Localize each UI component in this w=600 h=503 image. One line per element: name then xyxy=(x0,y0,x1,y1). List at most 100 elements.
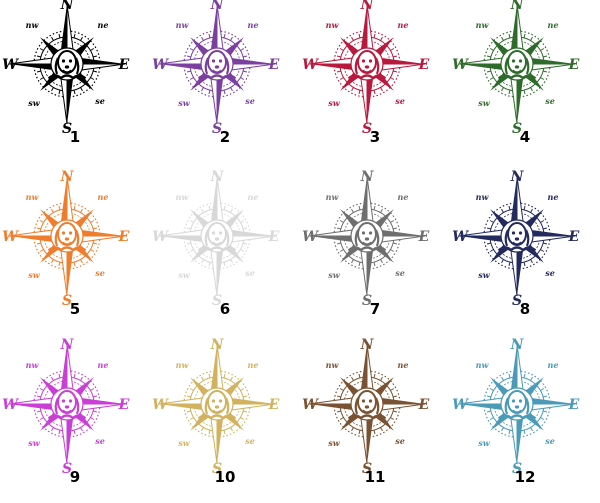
label-southwest: sw xyxy=(28,98,41,108)
label-southeast: se xyxy=(545,268,555,278)
compass-rose-icon: N S W Enw ne sw se xyxy=(152,169,280,309)
label-south: S xyxy=(212,461,222,477)
label-north: N xyxy=(60,337,75,353)
compass-rose-icon: N S W Enw ne sw se xyxy=(2,0,130,137)
label-south: S xyxy=(362,293,372,309)
label-east: E xyxy=(118,57,130,73)
compass-rose-icon: N S W Enw ne sw se xyxy=(152,0,280,137)
label-east: E xyxy=(568,397,580,413)
label-southeast: se xyxy=(395,436,405,446)
compass-rose-icon: N S W Enw ne sw se xyxy=(452,337,580,477)
label-northwest: nw xyxy=(176,192,190,202)
variant-number: 10 xyxy=(214,468,236,486)
variant-number: 1 xyxy=(69,128,81,146)
variant-number: 11 xyxy=(364,468,386,486)
label-northeast: ne xyxy=(248,360,259,370)
variant-number: 2 xyxy=(219,128,231,146)
label-south: S xyxy=(512,121,522,137)
label-west: W xyxy=(302,229,319,245)
compass-rose-icon: N S W Enw ne sw se xyxy=(302,169,430,309)
label-east: E xyxy=(118,397,130,413)
label-northwest: nw xyxy=(26,20,40,30)
label-south: S xyxy=(62,461,72,477)
compass-rose-icon: N S W Enw ne sw se xyxy=(452,169,580,309)
label-northeast: ne xyxy=(398,20,409,30)
variant-number: 9 xyxy=(69,468,81,486)
label-southeast: se xyxy=(95,96,105,106)
label-east: E xyxy=(418,57,430,73)
label-east: E xyxy=(268,57,280,73)
label-west: W xyxy=(302,57,319,73)
label-northwest: nw xyxy=(26,192,40,202)
label-northwest: nw xyxy=(476,360,490,370)
label-northeast: ne xyxy=(398,360,409,370)
label-northeast: ne xyxy=(248,20,259,30)
label-south: S xyxy=(362,121,372,137)
label-north: N xyxy=(360,0,375,13)
variant-number: 4 xyxy=(519,128,531,146)
variant-number: 3 xyxy=(369,128,381,146)
label-southeast: se xyxy=(245,268,255,278)
label-southwest: sw xyxy=(328,98,341,108)
label-southeast: se xyxy=(545,436,555,446)
label-west: W xyxy=(2,57,19,73)
label-west: W xyxy=(2,397,19,413)
label-west: W xyxy=(152,57,169,73)
label-north: N xyxy=(60,169,75,185)
label-south: S xyxy=(212,293,222,309)
label-southwest: sw xyxy=(28,270,41,280)
label-east: E xyxy=(418,229,430,245)
label-southwest: sw xyxy=(328,270,341,280)
label-northwest: nw xyxy=(476,20,490,30)
label-southeast: se xyxy=(395,268,405,278)
label-south: S xyxy=(212,121,222,137)
label-southwest: sw xyxy=(28,438,41,448)
compass-rose-icon: N S W Enw ne sw se xyxy=(2,337,130,477)
label-southwest: sw xyxy=(478,98,491,108)
label-north: N xyxy=(210,0,225,13)
label-west: W xyxy=(2,229,19,245)
label-south: S xyxy=(362,461,372,477)
label-northwest: nw xyxy=(26,360,40,370)
label-southwest: sw xyxy=(478,438,491,448)
variant-number: 7 xyxy=(369,300,381,318)
label-north: N xyxy=(210,169,225,185)
variant-number: 5 xyxy=(69,300,81,318)
label-north: N xyxy=(360,169,375,185)
label-north: N xyxy=(510,0,525,13)
label-southwest: sw xyxy=(328,438,341,448)
label-south: S xyxy=(512,461,522,477)
label-northeast: ne xyxy=(548,20,559,30)
label-west: W xyxy=(452,57,469,73)
label-southeast: se xyxy=(395,96,405,106)
compass-rose-icon: N S W Enw ne sw se xyxy=(2,169,130,309)
label-west: W xyxy=(452,229,469,245)
compass-rose-icon: N S W Enw ne sw se xyxy=(302,337,430,477)
label-southeast: se xyxy=(245,96,255,106)
label-west: W xyxy=(452,397,469,413)
label-east: E xyxy=(568,229,580,245)
label-northwest: nw xyxy=(176,360,190,370)
label-east: E xyxy=(268,397,280,413)
label-north: N xyxy=(510,337,525,353)
label-northwest: nw xyxy=(326,360,340,370)
label-northeast: ne xyxy=(248,192,259,202)
label-southwest: sw xyxy=(478,270,491,280)
label-northeast: ne xyxy=(548,360,559,370)
compass-rose-icon: N S W Enw ne sw se xyxy=(452,0,580,137)
label-southeast: se xyxy=(95,436,105,446)
compass-rose-icon: N S W Enw ne sw se xyxy=(152,337,280,477)
label-southeast: se xyxy=(545,96,555,106)
label-south: S xyxy=(62,121,72,137)
label-north: N xyxy=(510,169,525,185)
